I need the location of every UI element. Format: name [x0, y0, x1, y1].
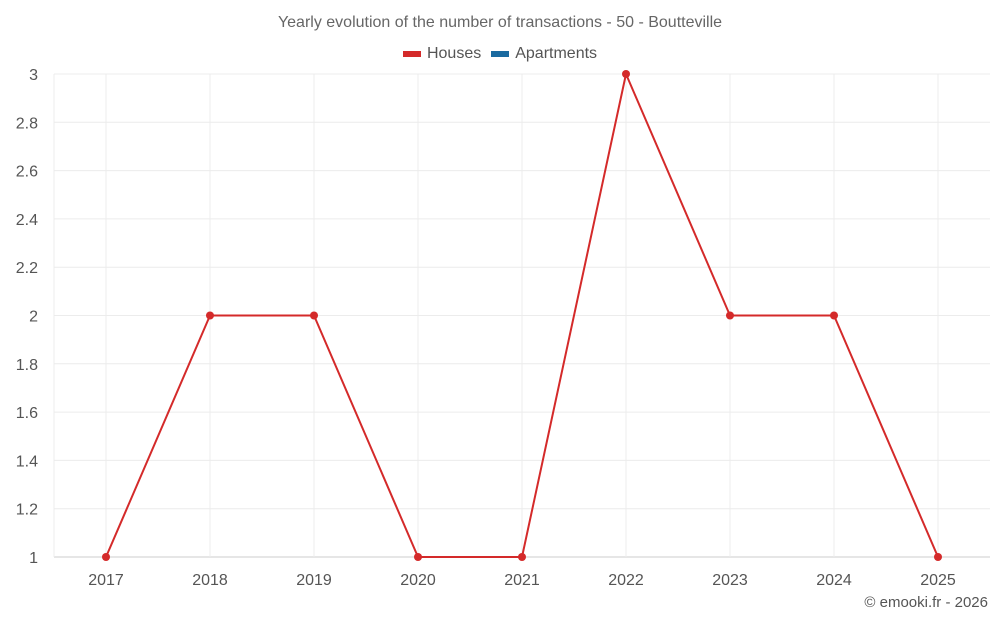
x-tick-label: 2021 [504, 572, 540, 589]
x-tick-label: 2020 [400, 572, 436, 589]
chart-title: Yearly evolution of the number of transa… [277, 14, 723, 31]
data-point-houses[interactable] [622, 70, 630, 78]
data-point-houses[interactable] [518, 553, 526, 561]
data-point-houses[interactable] [934, 553, 942, 561]
x-tick-label: 2019 [296, 572, 332, 589]
data-point-houses[interactable] [206, 311, 214, 320]
data-point-houses[interactable] [830, 311, 838, 320]
data-point-houses[interactable] [102, 553, 110, 561]
y-tick-label: 2.6 [16, 164, 38, 181]
y-tick-label: 1.6 [16, 405, 38, 422]
credits[interactable]: © emooki.fr - 2026 [864, 594, 988, 611]
legend-item-apartments[interactable]: Apartments [491, 45, 597, 63]
y-tick-label: 1.4 [16, 453, 38, 470]
x-tick-label: 2017 [88, 572, 124, 589]
x-tick-label: 2025 [920, 572, 956, 589]
legend-swatch-houses [402, 51, 421, 57]
y-tick-label: 1.8 [16, 357, 38, 374]
x-tick-label: 2022 [608, 572, 644, 589]
x-tick-label: 2024 [816, 572, 852, 589]
legend-label-houses: Houses [426, 45, 482, 62]
x-tick-label: 2023 [712, 572, 748, 589]
data-point-houses[interactable] [310, 311, 318, 320]
y-tick-label: 1.2 [16, 502, 38, 519]
x-tick-label: 2018 [192, 572, 228, 589]
legend-swatch-apartments [491, 51, 510, 57]
legend: Houses Apartments [0, 45, 1000, 63]
legend-label-apartments: Apartments [515, 45, 598, 62]
y-tick-label: 2 [29, 309, 38, 326]
y-tick-label: 2.4 [16, 212, 38, 229]
data-point-houses[interactable] [726, 311, 734, 320]
y-tick-label: 2.8 [16, 115, 38, 132]
y-tick-label: 3 [29, 67, 38, 84]
y-tick-label: 1 [29, 550, 38, 567]
legend-item-houses[interactable]: Houses [402, 45, 482, 63]
y-tick-label: 2.2 [16, 260, 38, 277]
data-point-houses[interactable] [414, 553, 422, 561]
